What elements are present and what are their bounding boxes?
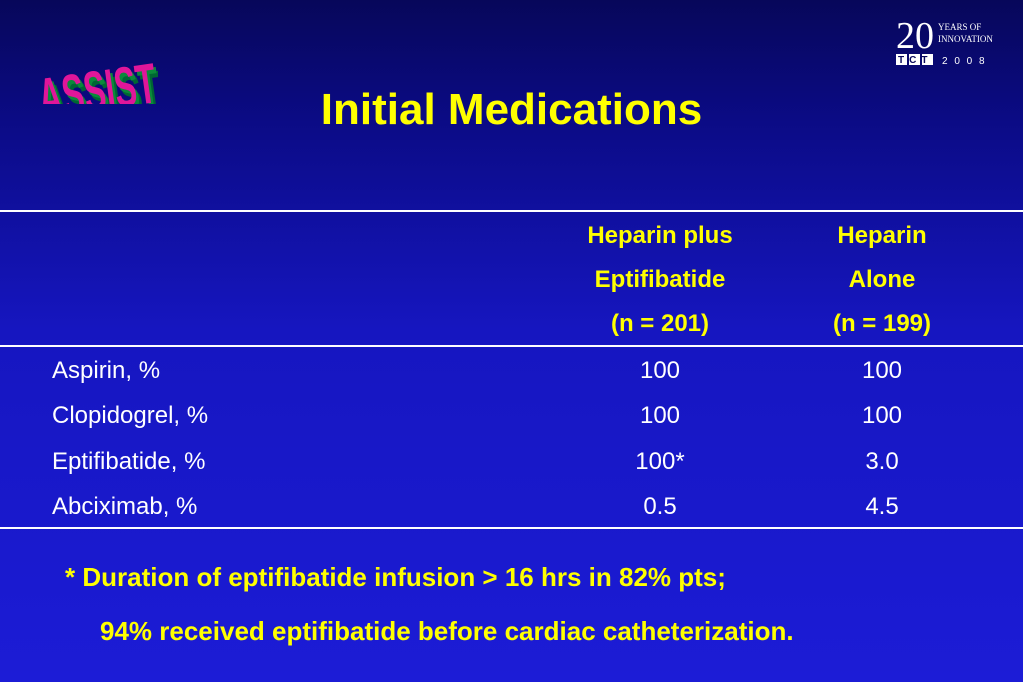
svg-text:TCT: TCT (898, 55, 932, 66)
row-label-eptifibatide: Eptifibatide, % (52, 448, 206, 475)
footnote-line-2: 94% received eptifibatide before cardiac… (100, 616, 794, 646)
table-cell: 3.0 (865, 448, 899, 475)
table-top-rule (0, 210, 1023, 212)
column-header-heparin-alone: Heparin Alone (n = 199) (782, 214, 982, 346)
column-header-heparin-plus-eptifibatide: Heparin plus Eptifibatide (n = 201) (560, 214, 760, 346)
column-header-line: Heparin (837, 222, 927, 249)
table-cell: 100 (639, 357, 681, 384)
svg-text:YEARS OF: YEARS OF (938, 22, 981, 32)
svg-text:20: 20 (896, 15, 934, 57)
table-cell: 100 (639, 402, 681, 429)
table-cell: 4.5 (865, 493, 899, 520)
tct-anniversary-logo: 20 YEARS OF INNOVATION TCT 2 0 0 8 (896, 15, 993, 67)
slide-title: Initial Medications (320, 85, 703, 134)
table-cell: 0.5 (643, 493, 677, 520)
svg-text:2 0 0 8: 2 0 0 8 (942, 56, 987, 67)
column-header-line: (n = 201) (610, 310, 710, 337)
footnote-line-1: * Duration of eptifibatide infusion > 16… (65, 562, 726, 592)
row-label-clopidogrel: Clopidogrel, % (52, 402, 209, 429)
svg-text:INNOVATION: INNOVATION (938, 34, 993, 44)
table-header-rule (0, 345, 1023, 347)
column-header-line: Heparin plus (587, 222, 733, 249)
assist-logo: ASSIST ASSIST ASSIST (34, 51, 158, 104)
column-header-line: (n = 199) (832, 310, 932, 337)
column-header-line: Alone (848, 266, 916, 293)
table-cell: 100 (861, 402, 903, 429)
column-header-line: Eptifibatide (594, 266, 726, 293)
row-label-aspirin: Aspirin, % (52, 357, 161, 384)
table-cell: 100 (861, 357, 903, 384)
table-cell: 100* (635, 448, 685, 475)
row-label-abciximab: Abciximab, % (52, 493, 198, 520)
table-bottom-rule (0, 527, 1023, 529)
